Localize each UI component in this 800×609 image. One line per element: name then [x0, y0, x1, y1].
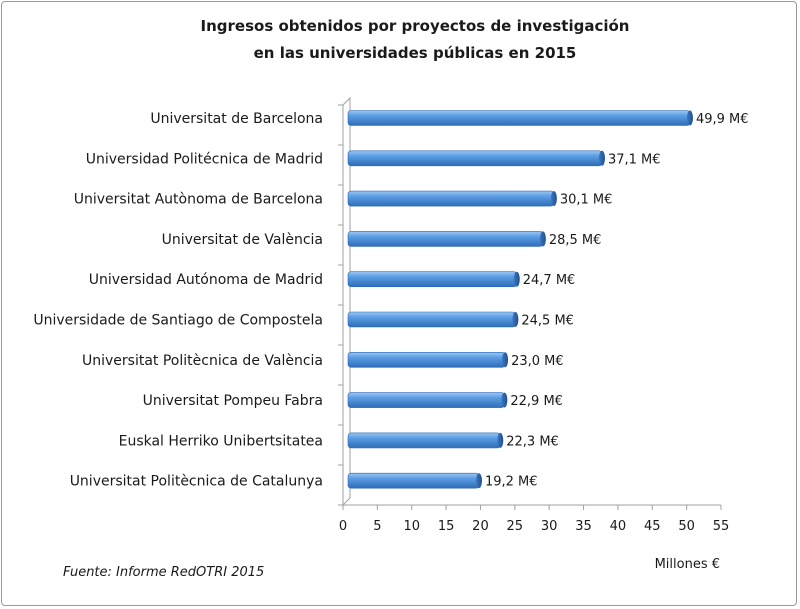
x-tick-label: 45	[644, 519, 661, 534]
bar	[347, 231, 544, 247]
category-label: Universidad Politécnica de Madrid	[86, 151, 323, 167]
bar	[347, 472, 480, 489]
bar	[347, 392, 505, 408]
category-label: Euskal Herriko Unibertsitatea	[119, 433, 323, 449]
category-label: Universitat Pompeu Fabra	[143, 393, 323, 409]
bar	[347, 351, 506, 368]
data-label: 19,2 M€	[485, 475, 538, 490]
bar-end-cap	[686, 110, 693, 126]
category-label: Universidade de Santiago de Compostela	[33, 313, 323, 329]
category-label: Universidad Autónoma de Madrid	[89, 272, 323, 288]
chart-title-line-2: en las universidades públicas en 2015	[254, 44, 577, 62]
data-label: 49,9 M€	[696, 112, 749, 127]
data-label: 23,0 M€	[511, 354, 564, 369]
source-note: Fuente: Informe RedOTRI 2015	[63, 565, 264, 580]
x-tick-label: 20	[472, 519, 489, 534]
x-tick-label: 5	[373, 519, 381, 534]
category-label: Universitat Politècnica de Catalunya	[70, 474, 323, 490]
data-label: 24,5 M€	[521, 314, 574, 329]
bar	[347, 271, 518, 288]
chart-title-line-1: Ingresos obtenidos por proyectos de inve…	[201, 17, 630, 35]
bar-end-cap	[475, 473, 482, 489]
data-label: 28,5 M€	[549, 233, 602, 248]
bar-end-cap	[539, 231, 546, 247]
data-label: 30,1 M€	[560, 193, 613, 208]
x-tick-label: 35	[575, 519, 592, 534]
category-label: Universitat Autònoma de Barcelona	[74, 192, 323, 208]
bar	[347, 110, 691, 126]
data-label: 22,9 M€	[510, 394, 563, 409]
x-tick-label: 55	[713, 519, 730, 534]
x-tick-label: 10	[403, 519, 420, 534]
bar-end-cap	[502, 352, 509, 368]
bar	[347, 311, 516, 328]
x-axis-label: Millones €	[655, 557, 720, 572]
data-label: 22,3 M€	[506, 434, 559, 449]
bar-end-cap	[550, 191, 557, 207]
data-label: 37,1 M€	[608, 152, 661, 167]
floor-edge	[342, 497, 351, 506]
bar-end-cap	[513, 271, 520, 287]
x-tick-label: 30	[541, 519, 558, 534]
bar-end-cap	[501, 392, 508, 408]
bar-end-cap	[598, 150, 605, 166]
category-label: Universitat de València	[162, 232, 323, 248]
bar	[347, 150, 603, 167]
x-tick-label: 0	[339, 519, 347, 534]
category-label: Universitat Politècnica de València	[82, 353, 323, 369]
x-tick-label: 25	[507, 519, 524, 534]
bar	[347, 190, 555, 207]
bar-end-cap	[497, 432, 504, 448]
x-tick-label: 50	[678, 519, 695, 534]
x-tick-label: 15	[438, 519, 455, 534]
x-tick-label: 40	[610, 519, 627, 534]
category-label: Universitat de Barcelona	[150, 111, 323, 127]
bar-end-cap	[512, 312, 519, 327]
bar	[347, 432, 501, 449]
data-label: 24,7 M€	[523, 273, 576, 288]
